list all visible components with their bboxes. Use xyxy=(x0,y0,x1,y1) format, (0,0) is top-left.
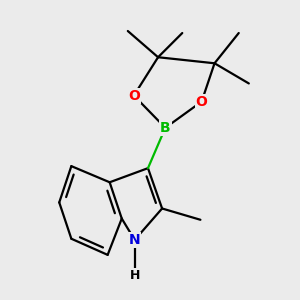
Text: B: B xyxy=(160,121,171,135)
Text: N: N xyxy=(129,233,140,247)
Text: H: H xyxy=(130,268,140,281)
Text: O: O xyxy=(128,88,140,103)
Text: O: O xyxy=(196,94,208,109)
